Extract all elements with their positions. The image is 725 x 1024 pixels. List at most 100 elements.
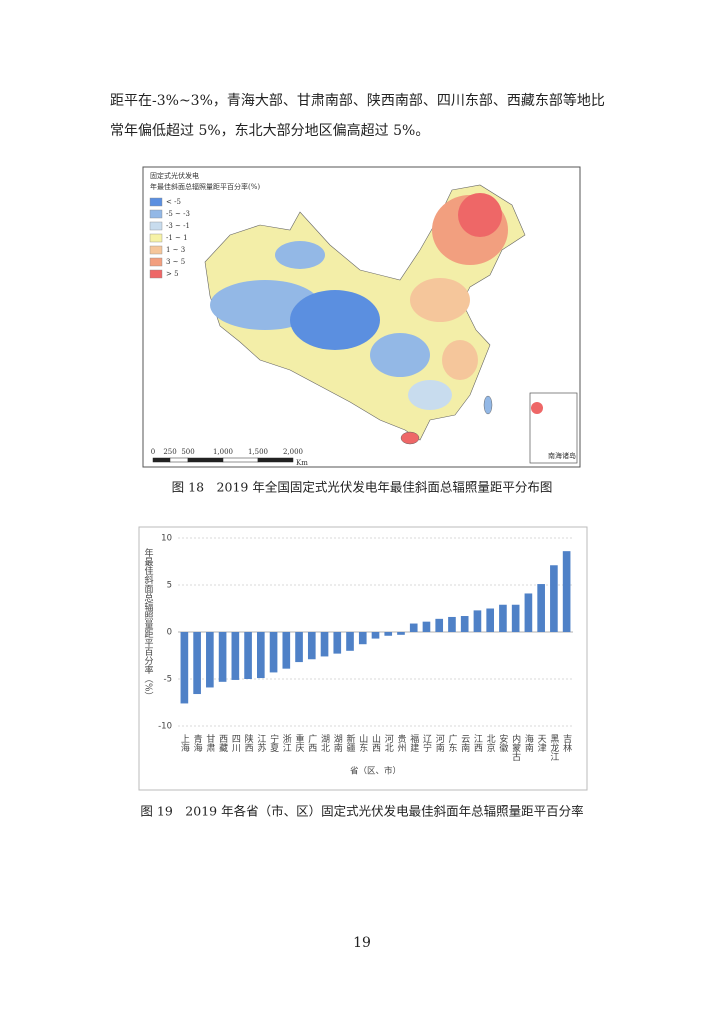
x-tick-label: 四川 <box>230 734 241 752</box>
x-tick-label: 甘肃 <box>204 733 215 753</box>
x-tick-label: 浙江 <box>281 733 292 753</box>
scale-label: 250 <box>163 448 176 456</box>
bar <box>473 610 482 632</box>
x-tick-label: 上海 <box>179 734 190 753</box>
x-tick-label: 陕西 <box>243 733 254 753</box>
bar <box>307 632 316 660</box>
legend-swatch <box>149 257 163 267</box>
bar <box>409 623 418 632</box>
paragraph-line: 距平在-3%~3%，青海大部、甘肃南部、陕西南部、四川东部、西藏东部等地比 <box>110 92 605 109</box>
bar <box>537 584 545 632</box>
legend-label: > 5 <box>166 270 179 278</box>
x-tick-label: 河南 <box>434 733 445 752</box>
scale-bar <box>257 457 294 463</box>
legend-swatch <box>149 221 163 231</box>
x-tick-label: 山东 <box>357 734 368 752</box>
x-tick-label: 广西 <box>306 733 317 753</box>
x-tick-label: 安徽 <box>497 733 508 753</box>
x-tick-label: 内蒙古 <box>510 733 521 762</box>
x-tick-label: 广东 <box>446 733 457 752</box>
x-tick-label: 宁夏 <box>268 733 279 752</box>
bar <box>358 632 367 645</box>
bar <box>244 632 252 679</box>
legend-swatch <box>149 209 163 219</box>
x-tick-label: 湖北 <box>319 734 330 753</box>
figure-caption: 图 19 2019 年各省（市、区）固定式光伏发电最佳斜面年总辐照量距平百分率 <box>140 804 583 819</box>
scale-unit: Km <box>296 459 308 467</box>
scale-label: 500 <box>181 448 194 456</box>
figure-caption: 图 18 2019 年全国固定式光伏发电年最佳斜面总辐照量距平分布图 <box>172 480 553 495</box>
x-tick-label: 贵州 <box>395 733 406 752</box>
x-tick-label: 福建 <box>408 733 419 753</box>
bar <box>257 632 265 679</box>
bar <box>206 632 214 688</box>
map-inset-land <box>531 402 543 414</box>
bar <box>320 632 329 657</box>
legend-label: -5 ~ -3 <box>166 210 190 218</box>
map-region <box>410 278 470 322</box>
scale-label: 1,000 <box>213 448 233 456</box>
x-tick-label: 江苏 <box>255 734 266 753</box>
bar <box>333 632 342 654</box>
legend-swatch <box>149 197 163 207</box>
map-region <box>290 290 380 350</box>
x-tick-label: 河北 <box>383 733 394 753</box>
map-hainan <box>400 431 420 445</box>
map-region <box>442 340 478 380</box>
x-tick-label: 吉林 <box>561 734 572 753</box>
y-tick-label: -5 <box>164 675 172 685</box>
bar <box>448 616 456 632</box>
x-tick-label: 天津 <box>536 734 547 753</box>
bar <box>346 632 354 651</box>
map-region <box>275 241 325 269</box>
scale-label: 2,000 <box>283 448 303 456</box>
scale-label: 1,500 <box>248 448 268 456</box>
bar <box>282 632 291 669</box>
legend-label: < -5 <box>166 198 181 206</box>
inset-label: 南海诸岛 <box>548 451 576 460</box>
legend-swatch <box>149 245 163 255</box>
legend-swatch <box>149 233 163 243</box>
x-tick-label: 辽宁 <box>421 734 432 752</box>
bar <box>295 632 303 663</box>
bar <box>562 551 571 632</box>
bar <box>499 604 507 632</box>
bar <box>269 632 278 673</box>
map-taiwan <box>483 395 493 415</box>
legend-swatch <box>149 269 163 279</box>
y-tick-label: 0 <box>167 628 172 638</box>
bar <box>422 621 431 632</box>
bar <box>384 632 393 636</box>
y-tick-label: 10 <box>161 534 172 544</box>
y-axis-label: 年最佳斜面总辐照量距平百分率（%） <box>143 547 154 701</box>
bar <box>231 632 240 680</box>
legend-label: 3 ~ 5 <box>166 258 185 266</box>
bar <box>397 632 405 635</box>
x-tick-label: 湖南 <box>332 734 343 752</box>
x-tick-label: 黑龙江 <box>548 734 559 762</box>
map-figure: 南海诸岛 固定式光伏发电 年最佳斜面总辐照量距平百分率(%) < -5 -5 ~ … <box>142 166 581 468</box>
map-region <box>458 193 502 237</box>
bar <box>371 632 380 639</box>
bar <box>550 565 558 632</box>
x-tick-label: 重庆 <box>294 733 305 753</box>
page-number: 19 <box>353 935 371 951</box>
scale-bar <box>187 457 224 463</box>
paragraph-line: 常年偏低超过 5%，东北大部分地区偏高超过 5%。 <box>110 122 429 139</box>
x-tick-label: 海南 <box>523 733 534 752</box>
map-region <box>408 380 452 410</box>
x-tick-label: 西藏 <box>217 734 228 753</box>
legend-label: -1 ~ 1 <box>166 234 188 242</box>
x-tick-label: 北京 <box>485 734 496 753</box>
bar <box>180 632 189 704</box>
bar <box>193 632 201 695</box>
bar <box>524 593 533 632</box>
legend-label: 1 ~ 3 <box>166 246 185 254</box>
x-tick-label: 云南 <box>459 734 470 752</box>
map-title: 固定式光伏发电 <box>150 171 199 180</box>
y-tick-label: -10 <box>158 722 172 732</box>
x-tick-label: 江西 <box>472 734 483 753</box>
legend-label: -3 ~ -1 <box>166 222 190 230</box>
scale-bar <box>169 457 189 463</box>
